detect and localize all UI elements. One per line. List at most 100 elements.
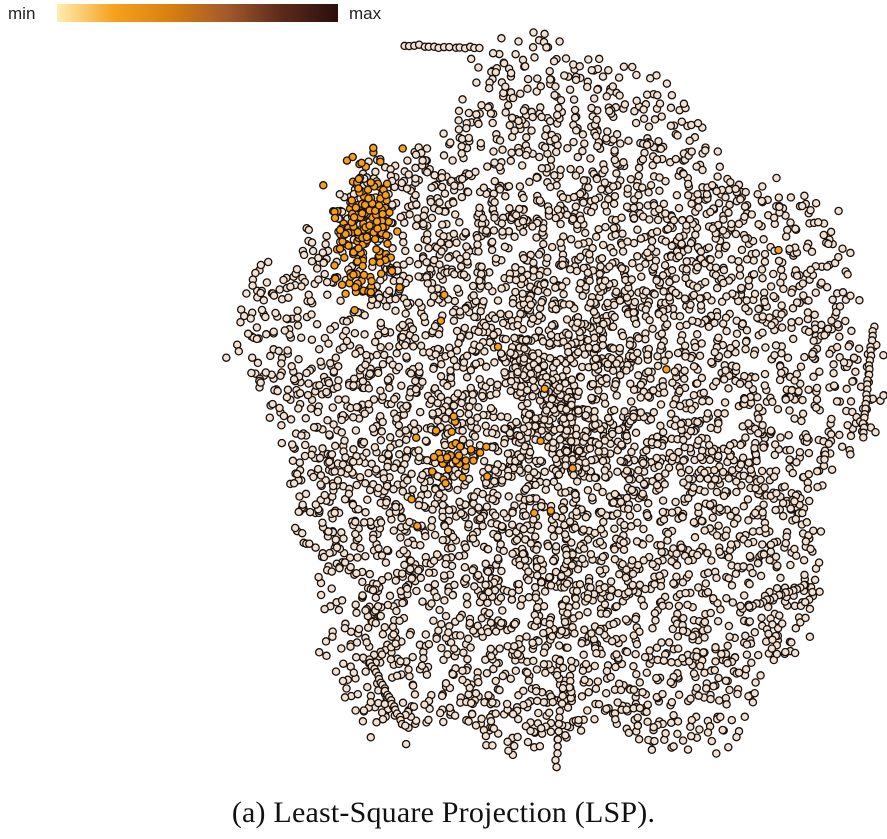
data-point — [614, 73, 624, 82]
data-point — [712, 573, 721, 583]
data-point — [475, 374, 484, 384]
data-point — [735, 379, 745, 389]
data-point — [269, 291, 279, 300]
data-point — [781, 395, 791, 404]
data-point — [575, 62, 584, 71]
data-point — [462, 372, 472, 382]
data-point — [558, 193, 568, 202]
data-point — [733, 689, 742, 699]
data-point — [371, 593, 381, 602]
data-point — [529, 468, 539, 477]
data-point — [740, 712, 750, 722]
data-point — [397, 513, 406, 523]
data-point — [344, 489, 354, 499]
data-point — [483, 567, 493, 576]
data-point — [504, 310, 514, 319]
data-point — [628, 259, 637, 268]
data-point — [655, 186, 664, 196]
data-point — [383, 375, 393, 384]
data-point — [529, 656, 538, 666]
data-point — [462, 600, 472, 609]
data-point — [841, 316, 850, 326]
data-point — [471, 359, 481, 368]
data-point — [510, 641, 519, 651]
data-point — [804, 470, 814, 479]
data-point — [811, 288, 821, 297]
data-point — [748, 698, 758, 707]
data-point — [412, 200, 421, 209]
data-point — [428, 409, 437, 418]
data-point — [683, 179, 693, 189]
data-point — [516, 453, 525, 462]
data-point — [322, 231, 331, 241]
data-point — [532, 696, 542, 706]
data-point — [314, 648, 324, 657]
data-point — [423, 583, 433, 593]
data-point — [739, 502, 749, 511]
data-point — [327, 567, 337, 576]
data-point — [786, 218, 795, 227]
data-point — [418, 156, 427, 165]
data-point — [341, 395, 350, 404]
data-point — [784, 430, 793, 440]
data-point — [792, 298, 802, 307]
data-point — [750, 373, 760, 382]
data-point — [591, 684, 601, 693]
data-point — [330, 467, 339, 476]
data-point — [781, 232, 791, 241]
data-point — [701, 579, 711, 588]
data-point — [550, 90, 559, 100]
data-point — [678, 578, 688, 587]
data-point — [292, 265, 302, 274]
data-point — [463, 187, 473, 197]
data-point — [732, 329, 742, 339]
data-point — [622, 565, 631, 574]
data-point — [750, 289, 760, 299]
data-point — [742, 650, 752, 659]
data-point — [627, 447, 636, 457]
data-point — [741, 187, 750, 197]
data-point — [803, 308, 813, 317]
data-point — [277, 359, 286, 368]
data-point — [714, 333, 723, 342]
data-point — [587, 629, 596, 638]
data-point — [482, 226, 491, 235]
data-point — [632, 639, 642, 649]
data-point — [287, 362, 296, 371]
data-point — [449, 355, 459, 365]
data-point — [654, 461, 663, 471]
data-point — [462, 592, 472, 602]
data-point — [530, 532, 540, 541]
data-point — [562, 447, 571, 456]
data-point — [593, 85, 602, 94]
data-point — [489, 330, 498, 340]
data-point — [408, 652, 417, 662]
data-point — [674, 203, 684, 213]
data-point — [741, 433, 750, 442]
data-point — [803, 484, 813, 494]
data-point — [446, 373, 456, 383]
data-point — [350, 328, 360, 338]
data-point — [722, 292, 731, 301]
data-point — [392, 414, 401, 423]
data-point — [681, 352, 690, 361]
data-point — [537, 501, 546, 511]
data-point — [574, 611, 584, 620]
data-point — [412, 586, 421, 596]
data-point — [342, 317, 352, 326]
data-point — [458, 426, 467, 435]
data-point — [555, 383, 564, 392]
data-point — [279, 411, 289, 421]
data-point — [551, 304, 561, 314]
data-point — [361, 508, 370, 517]
data-point — [484, 282, 493, 291]
data-point — [529, 28, 538, 37]
data-point — [695, 725, 704, 734]
data-point — [296, 333, 306, 342]
data-point — [346, 562, 355, 572]
data-point — [402, 584, 412, 594]
data-point — [501, 82, 510, 91]
data-point — [331, 535, 341, 544]
data-point — [554, 103, 563, 113]
data-point — [396, 212, 405, 222]
